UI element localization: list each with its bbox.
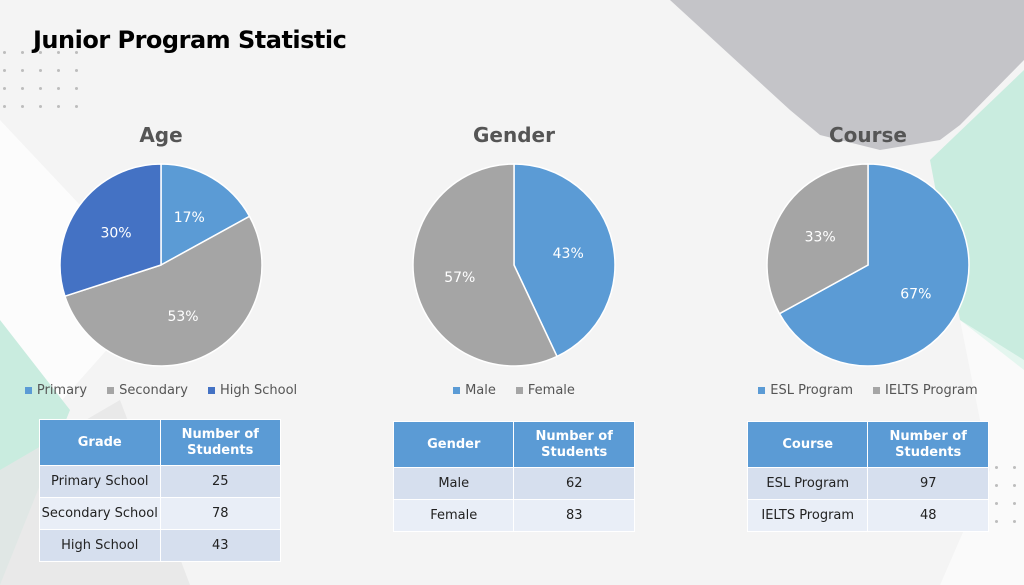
- legend-swatch: [515, 387, 523, 394]
- table-cell: 48: [867, 499, 989, 532]
- legend-label: Secondary: [119, 383, 188, 398]
- table-gender: Gender Number of Students Male 62 Female…: [392, 421, 635, 532]
- table-cell: ESL Program: [746, 467, 869, 500]
- legend-label: Male: [465, 383, 496, 398]
- legend-swatch: [758, 387, 766, 394]
- table-row: Primary School 25: [39, 465, 281, 498]
- legend-label: High School: [219, 383, 298, 398]
- table-header-cell: Gender: [392, 421, 515, 468]
- table-cell: 25: [159, 465, 281, 498]
- legend-label: Female: [527, 383, 575, 398]
- table-cell: Primary School: [39, 465, 161, 498]
- table-header-row: Course Number of Students: [746, 421, 989, 468]
- legend-item-esl-program: ESL Program: [758, 383, 853, 398]
- table-cell: IELTS Program: [746, 499, 869, 532]
- pie-slice-esl-program: [778, 163, 970, 367]
- table-row: ESL Program 97: [746, 467, 989, 500]
- table-row: High School 43: [39, 529, 281, 562]
- table-row: Male 62: [392, 467, 635, 500]
- legend-label: IELTS Program: [885, 383, 978, 398]
- data-label-female: 57%: [444, 270, 475, 286]
- table-row: Secondary School 78: [39, 497, 281, 530]
- data-label-primary: 17%: [174, 210, 205, 226]
- data-label-male: 43%: [553, 246, 584, 262]
- data-label-esl-program: 67%: [900, 286, 931, 302]
- legend-item-primary: Primary: [24, 383, 88, 398]
- table-cell: 83: [513, 499, 635, 532]
- legend-item-male: Male: [453, 383, 496, 398]
- chart-title-course: Course: [829, 123, 907, 147]
- legend-swatch: [453, 387, 461, 394]
- table-cell: High School: [39, 529, 161, 562]
- table-row: IELTS Program 48: [746, 499, 989, 532]
- pie-slice-primary: [160, 163, 251, 267]
- table-row: Female 83: [392, 499, 635, 532]
- table-cell: 43: [159, 529, 281, 562]
- table-header-cell: Number of Students: [867, 421, 989, 468]
- pie-slice-male: [513, 163, 616, 358]
- table-age: Grade Number of Students Primary School …: [39, 419, 281, 562]
- legend-item-high-school: High School: [207, 383, 298, 398]
- table-cell: Male: [392, 467, 515, 500]
- table-cell: 97: [867, 467, 989, 500]
- chart-title-age: Age: [139, 123, 183, 147]
- table-header-cell: Grade: [39, 419, 161, 466]
- table-header-cell: Number of Students: [159, 419, 281, 466]
- chart-title-gender: Gender: [473, 123, 555, 147]
- legend-gender: Male Female: [363, 383, 665, 398]
- pie-slice-female: [412, 163, 559, 367]
- table-header-row: Grade Number of Students: [39, 419, 281, 466]
- legend-swatch: [107, 387, 115, 394]
- pie-slice-high-school: [59, 163, 162, 298]
- legend-swatch: [207, 387, 215, 394]
- legend-item-secondary: Secondary: [107, 383, 188, 398]
- pie-slice-secondary: [63, 215, 263, 367]
- table-header-cell: Course: [746, 421, 869, 468]
- pie-slice-ielts-program: [766, 163, 869, 315]
- pie-chart-age: 17% 53% 30%: [59, 163, 263, 367]
- pie-chart-course: 67% 33%: [766, 163, 970, 367]
- table-header-row: Gender Number of Students: [392, 421, 635, 468]
- pie-chart-gender: 43% 57%: [412, 163, 616, 367]
- legend-item-female: Female: [515, 383, 575, 398]
- legend-course: ESL Program IELTS Program: [717, 383, 1019, 398]
- table-cell: 62: [513, 467, 635, 500]
- legend-swatch: [873, 387, 880, 394]
- legend-item-ielts-program: IELTS Program: [873, 383, 978, 398]
- legend-swatch: [24, 387, 32, 394]
- data-label-secondary: 53%: [167, 309, 198, 325]
- table-course: Course Number of Students ESL Program 97…: [746, 421, 989, 532]
- table-cell: Female: [392, 499, 515, 532]
- table-cell: Secondary School: [39, 497, 161, 530]
- table-header-cell: Number of Students: [513, 421, 635, 468]
- page-title: Junior Program Statistic: [33, 26, 347, 54]
- legend-age: Primary Secondary High School: [0, 383, 322, 398]
- data-label-high-school: 30%: [100, 225, 131, 241]
- legend-label: Primary: [36, 383, 88, 398]
- legend-label: ESL Program: [770, 383, 853, 398]
- table-cell: 78: [159, 497, 281, 530]
- data-label-ielts-program: 33%: [805, 230, 836, 246]
